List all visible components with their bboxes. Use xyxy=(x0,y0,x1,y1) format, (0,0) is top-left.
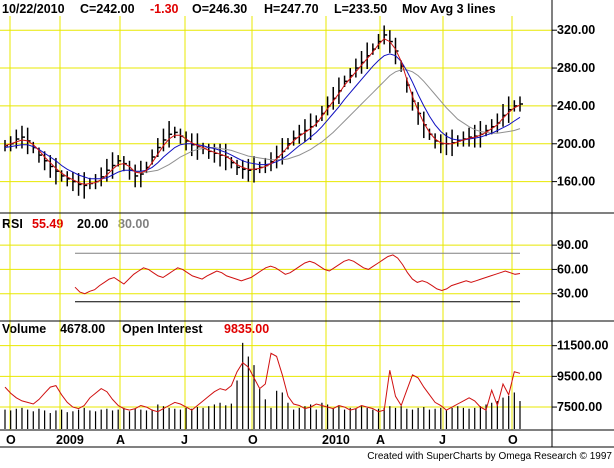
price-bar xyxy=(49,155,54,178)
price-bar xyxy=(236,159,241,175)
price-bar xyxy=(355,58,359,78)
x-tick-label: A xyxy=(116,433,125,447)
price-y-tick-label: 200.00 xyxy=(557,137,595,151)
x-tick-label: O xyxy=(6,433,16,447)
rsi-lower: 20.00 xyxy=(77,217,108,231)
x-tick-label: J xyxy=(181,433,188,447)
volume-y-tick-label: 7500.00 xyxy=(557,400,602,414)
price-bar xyxy=(66,171,71,187)
price-bar xyxy=(292,130,297,146)
price-bar xyxy=(191,133,195,157)
price-bar xyxy=(43,151,48,171)
price-bar xyxy=(111,152,116,179)
price-bar xyxy=(77,173,82,196)
price-y-tick-label: 160.00 xyxy=(557,175,595,189)
rsi-y-tick-label: 60.00 xyxy=(557,262,588,276)
x-tick-label: J xyxy=(439,433,446,447)
price-bar xyxy=(519,96,523,112)
rsi-upper: 80.00 xyxy=(118,217,149,231)
open-interest-value: 9835.00 xyxy=(224,322,269,336)
price-bar xyxy=(230,157,235,169)
header-change: -1.30 xyxy=(150,2,179,16)
volume-label: Volume xyxy=(2,322,46,336)
price-bar xyxy=(83,172,88,199)
x-tick-label: O xyxy=(248,433,258,447)
price-bar xyxy=(72,172,76,192)
header-indicator: Mov Avg 3 lines xyxy=(402,2,496,16)
price-y-tick-label: 280.00 xyxy=(557,61,595,75)
header-open: O=246.30 xyxy=(192,2,247,16)
open-interest-label: Open Interest xyxy=(122,322,203,336)
price-y-tick-label: 240.00 xyxy=(557,99,595,113)
header-high: H=247.70 xyxy=(264,2,319,16)
volume-value: 4678.00 xyxy=(60,322,105,336)
ma-mid-line xyxy=(4,53,521,180)
price-bar xyxy=(513,100,518,112)
price-bar xyxy=(60,170,65,182)
rsi-y-tick-label: 30.00 xyxy=(557,287,588,301)
rsi-y-tick-label: 90.00 xyxy=(557,238,588,252)
ma-fast-line xyxy=(4,38,521,185)
rsi-label: RSI xyxy=(2,217,23,231)
header-close: C=242.00 xyxy=(80,2,135,16)
price-bar xyxy=(162,128,167,152)
footer-credit: Created with SuperCharts by Omega Resear… xyxy=(367,451,612,462)
price-bar xyxy=(241,159,246,179)
price-y-tick-label: 320.00 xyxy=(557,23,595,37)
header-low: L=233.50 xyxy=(334,2,387,16)
price-bar xyxy=(168,121,173,148)
x-tick-label: A xyxy=(376,433,385,447)
rsi-line xyxy=(74,254,521,295)
ma-slow-line xyxy=(135,69,521,173)
x-tick-label: 2009 xyxy=(56,433,84,447)
price-bar xyxy=(140,160,144,188)
open-interest-line xyxy=(4,352,521,413)
volume-y-tick-label: 9500.00 xyxy=(557,369,602,383)
price-bar xyxy=(134,164,139,188)
price-bar xyxy=(106,158,110,182)
price-bar xyxy=(383,25,388,45)
price-bar xyxy=(468,127,473,147)
x-tick-label: 2010 xyxy=(322,433,350,447)
x-tick-label: O xyxy=(508,433,518,447)
volume-y-tick-label: 11500.00 xyxy=(557,339,608,353)
price-bar xyxy=(507,96,512,123)
header-date: 10/22/2010 xyxy=(2,2,65,16)
price-bar xyxy=(55,157,59,185)
price-bar xyxy=(100,167,105,187)
price-bar xyxy=(440,134,444,154)
price-bar xyxy=(174,126,178,139)
rsi-value: 55.49 xyxy=(32,217,63,231)
